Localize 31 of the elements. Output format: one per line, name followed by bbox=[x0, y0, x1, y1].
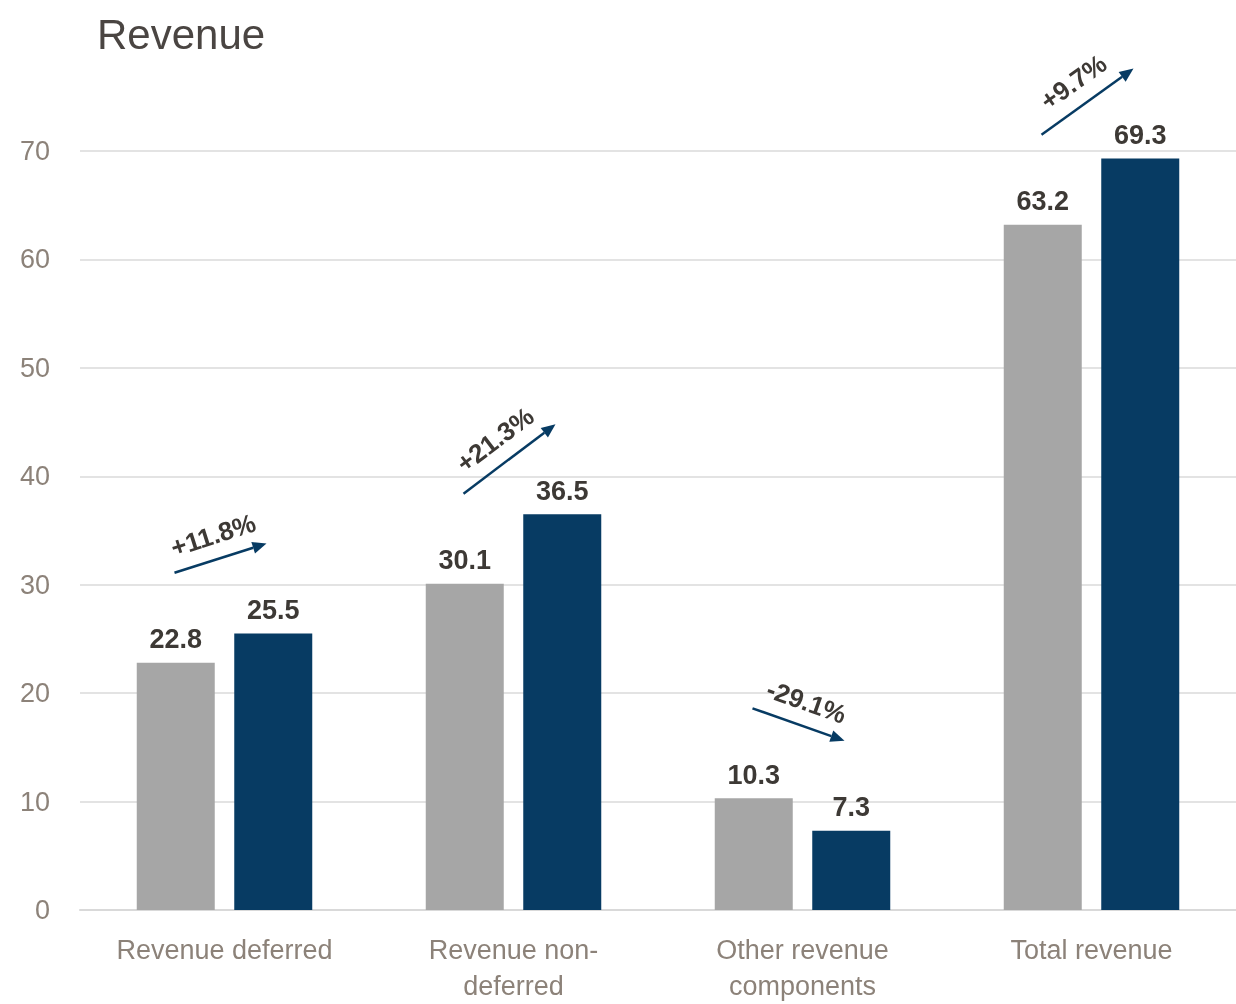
x-tick-label: Revenue non-deferred bbox=[428, 935, 599, 1001]
bar bbox=[136, 662, 215, 910]
y-tick-label: 0 bbox=[34, 895, 50, 925]
bar bbox=[812, 830, 891, 910]
y-tick-label: 20 bbox=[19, 678, 50, 709]
data-label: 63.2 bbox=[1016, 186, 1070, 217]
bar bbox=[425, 583, 504, 910]
y-tick-label: 30 bbox=[19, 569, 50, 600]
y-tick-label: 10 bbox=[19, 786, 50, 817]
y-tick-label: 60 bbox=[19, 244, 50, 275]
data-label: 36.5 bbox=[535, 475, 589, 506]
y-tick-label: 50 bbox=[19, 352, 50, 383]
chart-title: Revenue bbox=[97, 10, 266, 58]
bar bbox=[523, 514, 602, 910]
x-tick-label: Total revenue bbox=[1010, 935, 1173, 965]
data-label: 7.3 bbox=[832, 792, 871, 823]
bar bbox=[714, 798, 793, 910]
data-label: 10.3 bbox=[727, 759, 781, 790]
bar bbox=[234, 633, 313, 910]
bar bbox=[1003, 224, 1082, 910]
data-label: 69.3 bbox=[1113, 120, 1167, 151]
data-label: 30.1 bbox=[438, 545, 492, 576]
annotation: +11.8% bbox=[166, 507, 260, 563]
y-tick-label: 40 bbox=[19, 461, 50, 492]
x-tick-label: Other revenue components bbox=[716, 935, 889, 1001]
data-label: 22.8 bbox=[149, 624, 203, 655]
y-tick-label: 70 bbox=[19, 136, 50, 166]
bar bbox=[1101, 158, 1180, 910]
data-label: 25.5 bbox=[246, 595, 300, 626]
x-tick-label: Revenue deferred bbox=[116, 935, 333, 965]
annotation: -29.1% bbox=[762, 673, 851, 730]
